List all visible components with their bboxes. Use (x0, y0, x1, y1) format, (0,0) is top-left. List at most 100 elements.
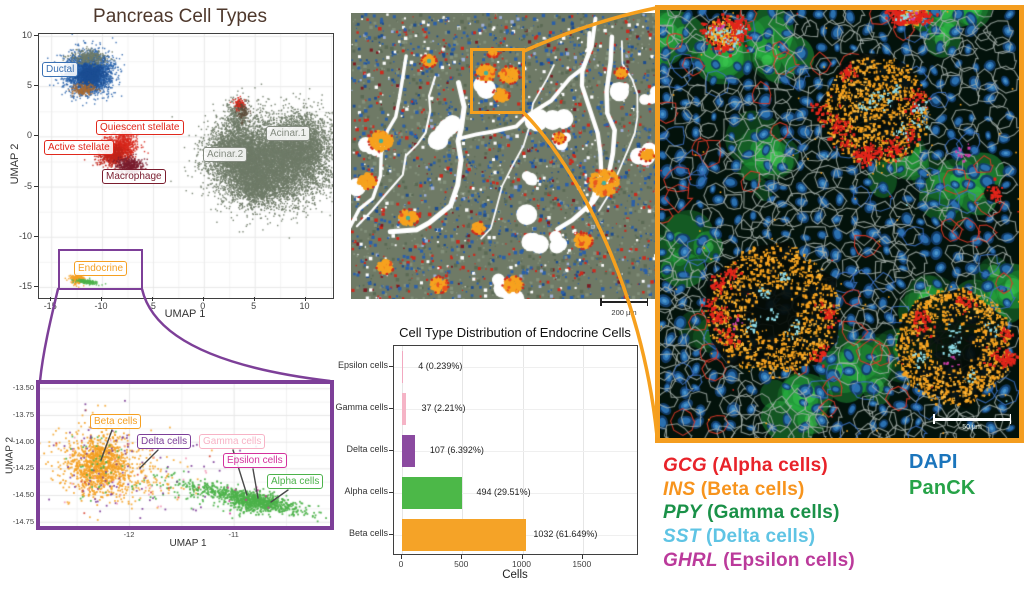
x-tick-label: -10 (94, 301, 108, 311)
x-tick-mark (202, 297, 204, 301)
tissue-roi-box (470, 48, 525, 114)
bar-gridline-h (394, 451, 637, 452)
cluster-label-alpha-cells: Alpha cells (267, 474, 324, 489)
legend-gene-celltype: (Gamma cells) (701, 502, 840, 524)
legend-stain-dapi: DAPI (909, 451, 958, 473)
cluster-label-gamma-cells: Gamma cells (199, 434, 266, 449)
bar-x-tick-label: 0 (398, 559, 404, 569)
y-tick-label: 0 (26, 130, 32, 141)
legend-gene-celltype: (Beta cells) (695, 478, 805, 500)
x-tick-mark (253, 297, 255, 301)
y-tick-label: 5 (26, 80, 32, 91)
cluster-label-beta-cells: Beta cells (90, 414, 142, 429)
bar-alpha-cells (402, 477, 462, 509)
fluorescence-scalebar-cap-right (1009, 414, 1011, 424)
y-tick-mark (34, 185, 38, 187)
legend-gene-gcg: GCG (Alpha cells) (663, 455, 828, 477)
cluster-label-active-stellate: Active stellate (44, 140, 114, 155)
y-tick-label: 10 (21, 30, 32, 40)
y-tick-mark (34, 235, 38, 237)
cluster-label-acinar-2: Acinar.2 (203, 147, 248, 162)
y-tick-label: -14.00 (12, 436, 34, 446)
tissue-scalebar-cap-right (646, 298, 648, 306)
legend-gene-ghrl: GHRL (Epsilon cells) (663, 550, 855, 572)
bar-category-label: Gamma cells (335, 402, 388, 412)
x-tick-mark (50, 297, 52, 301)
y-tick-label: -14.25 (12, 463, 34, 473)
bar-x-tick-label: 500 (454, 559, 469, 569)
legend-gene-ppy: PPY (Gamma cells) (663, 502, 840, 524)
x-tick-label: -15 (43, 301, 57, 311)
bar-annotation-alpha-cells: 494 (29.51%) (476, 487, 531, 497)
x-tick-label: -12 (123, 530, 135, 539)
bar-delta-cells (402, 435, 415, 467)
bar-x-tick-label: 1000 (512, 559, 531, 569)
fluorescence-panel (655, 5, 1024, 443)
y-tick-label: -13.50 (12, 383, 34, 393)
fluorescence-canvas (660, 10, 1019, 438)
legend-gene-symbol: SST (663, 526, 701, 548)
bar-gridline-v (582, 346, 584, 554)
x-tick-label: 10 (299, 301, 310, 311)
fluorescence-scalebar-label: 50 µm (962, 424, 982, 431)
bar-x-tick-mark (401, 555, 402, 559)
bar-x-tick-mark (581, 555, 583, 559)
legend-gene-celltype: (Delta cells) (700, 526, 816, 548)
bar-y-tick-mark (389, 450, 393, 451)
endocrine-roi-box (58, 249, 143, 290)
cluster-label-epsilon-cells: Epsilon cells (223, 453, 287, 468)
bar-y-tick-mark (389, 408, 393, 409)
bar-gridline-h (394, 493, 637, 494)
x-tick-label: -11 (228, 530, 239, 539)
bar-gridline-h (394, 409, 637, 410)
cluster-label-delta-cells: Delta cells (137, 434, 192, 449)
y-tick-label: -14.50 (12, 490, 34, 500)
legend-stain-panck: PanCK (909, 476, 976, 499)
bar-y-tick-mark (389, 534, 393, 535)
umap-zoom-box (36, 380, 334, 530)
bar-x-tick-label: 1500 (572, 559, 592, 569)
y-tick-label: -5 (23, 180, 32, 191)
y-tick-label: -14.75 (12, 516, 34, 526)
umap-main-title: Pancreas Cell Types (93, 6, 267, 27)
legend-gene-symbol: PPY (663, 502, 702, 524)
legend-gene-ins: INS (Beta cells) (663, 479, 805, 501)
x-tick-label: 0 (200, 301, 206, 311)
tissue-scalebar-cap-left (600, 298, 602, 306)
bar-annotation-epsilon-cells: 4 (0.239%) (418, 361, 463, 371)
y-tick-mark (34, 85, 38, 87)
cluster-label-quiescent-stellate: Quiescent stellate (96, 120, 184, 135)
legend-gene-symbol: GHRL (663, 549, 718, 571)
fluorescence-scalebar-cap-left (933, 414, 935, 424)
bar-category-label: Delta cells (346, 444, 388, 454)
x-tick-mark (101, 297, 103, 301)
legend-gene-symbol: INS (663, 478, 696, 500)
cluster-label-endocrine: Endocrine (74, 261, 128, 276)
bar-chart-xlabel: Cells (502, 569, 528, 581)
bar-epsilon-cells (402, 351, 404, 383)
bar-gridline-v (522, 346, 524, 554)
legend-gene-celltype: (Alpha cells) (706, 455, 828, 476)
cluster-label-ductal: Ductal (42, 62, 79, 77)
bar-gamma-cells (402, 393, 407, 425)
bar-x-tick-mark (521, 555, 523, 559)
fluorescence-scalebar (933, 418, 1011, 421)
y-tick-label: -10 (18, 230, 32, 241)
bar-y-tick-mark (389, 366, 393, 367)
x-tick-mark (304, 297, 306, 301)
y-tick-mark (34, 285, 38, 287)
umap-main-canvas (38, 33, 334, 299)
y-tick-mark (34, 35, 38, 36)
cluster-label-acinar-1: Acinar.1 (266, 126, 311, 141)
bar-chart-title: Cell Type Distribution of Endocrine Cell… (399, 325, 631, 340)
bar-annotation-gamma-cells: 37 (2.21%) (421, 403, 466, 413)
x-tick-label: -5 (147, 301, 156, 311)
legend-gene-celltype: (Epsilon cells) (717, 549, 855, 571)
x-tick-mark (151, 297, 153, 301)
bar-annotation-beta-cells: 1032 (61.649%) (533, 529, 598, 539)
legend-gene-sst: SST (Delta cells) (663, 526, 815, 548)
bar-annotation-delta-cells: 107 (6.392%) (429, 445, 484, 455)
y-tick-mark (34, 135, 38, 137)
bar-gridline-v (462, 346, 464, 554)
bar-category-label: Epsilon cells (337, 360, 388, 370)
